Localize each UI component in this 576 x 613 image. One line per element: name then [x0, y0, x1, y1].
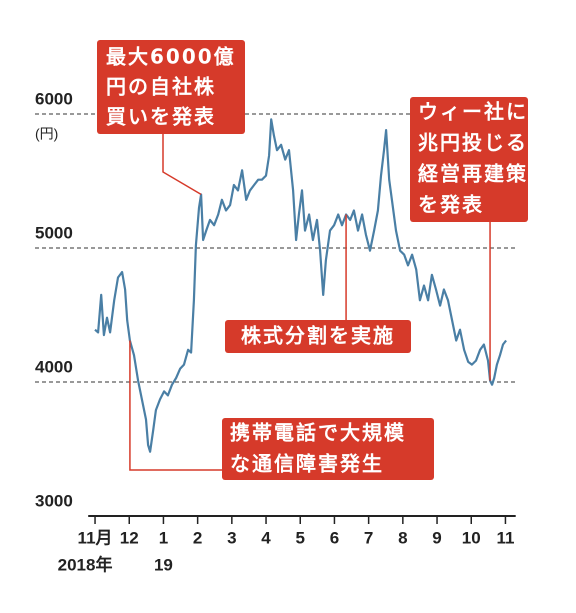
annotation-leader: [129, 340, 222, 471]
price-line: [94, 118, 507, 453]
year-label: 19: [154, 555, 173, 574]
y-tick-label: 4000: [35, 357, 73, 376]
x-tick-label: 10: [462, 528, 481, 547]
annotation-text: 兆円投じる: [418, 131, 528, 155]
annotation-leader: [162, 133, 202, 196]
x-tick-label: 3: [227, 528, 236, 547]
x-tick-label: 5: [296, 528, 305, 547]
annotation-text: 円の自社株: [106, 75, 216, 99]
x-tick-label: 12: [120, 528, 139, 547]
y-tick-label: 5000: [35, 223, 73, 242]
annotation-box: [222, 418, 434, 480]
annotation-box: [410, 97, 528, 222]
x-tick-label: 1: [159, 528, 168, 547]
y-tick-label: 3000: [35, 491, 73, 510]
x-tick-label: 6: [330, 528, 339, 547]
x-tick-label: 11: [496, 528, 514, 547]
y-unit: (円): [35, 126, 58, 142]
year-label: 2018年: [58, 554, 113, 574]
annotation-text: 買いを発表: [106, 105, 216, 129]
annotation-box: [225, 320, 411, 353]
x-tick-label: 11月: [78, 528, 113, 547]
annotation-text: 最大6000億: [106, 45, 236, 69]
x-tick-label: 9: [432, 528, 441, 547]
annotation-text: 株式分割を実施: [241, 324, 395, 348]
x-tick-label: 4: [261, 528, 271, 547]
annotation-text: を発表: [418, 193, 484, 217]
annotation-text: 経営再建策: [418, 162, 528, 186]
annotation-box: [97, 40, 245, 134]
x-tick-label: 2: [193, 528, 202, 547]
annotation-text: な通信障害発生: [230, 452, 384, 476]
x-tick-label: 8: [398, 528, 407, 547]
x-tick-label: 7: [364, 528, 373, 547]
annotation-text: 携帯電話で大規模: [230, 421, 406, 445]
y-tick-label: 6000: [35, 89, 73, 108]
annotation-text: ウィー社に1: [418, 100, 544, 124]
